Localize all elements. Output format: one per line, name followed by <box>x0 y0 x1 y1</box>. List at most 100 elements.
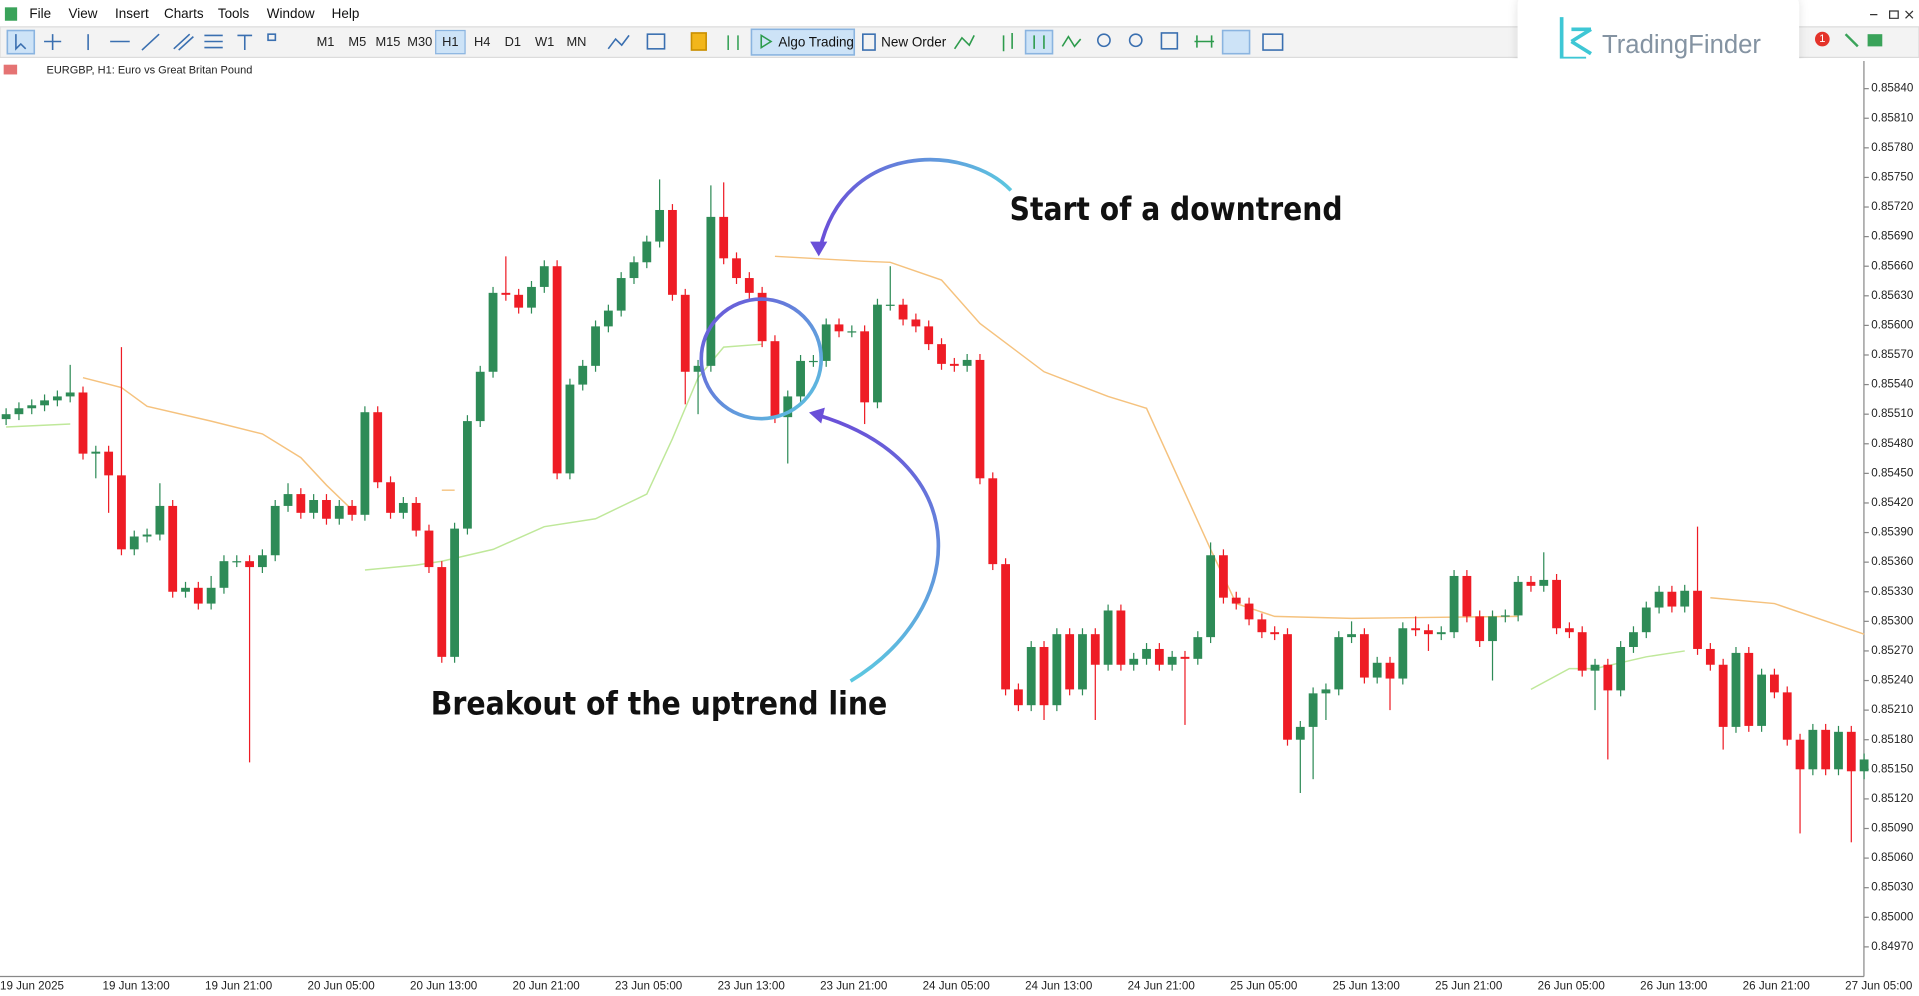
candle-body <box>1308 693 1318 727</box>
y-tick-label: 0.85030 <box>1871 881 1913 894</box>
candle-body <box>1283 634 1292 740</box>
new-order-icon[interactable] <box>862 33 876 51</box>
algo-trading-label: Algo Trading <box>778 34 854 49</box>
candle-body <box>463 421 472 529</box>
notification-badge[interactable] <box>1814 31 1830 47</box>
candle-body <box>52 396 62 401</box>
timeframe-button[interactable]: M30 <box>407 34 432 49</box>
crosshair-tool[interactable] <box>44 34 62 51</box>
candle-body <box>949 363 959 366</box>
y-tick-label: 0.85240 <box>1871 674 1913 687</box>
screenshot[interactable] <box>1262 33 1284 51</box>
candle-body <box>1526 581 1536 586</box>
candle-body <box>552 266 562 474</box>
candle-body <box>501 292 511 295</box>
signals[interactable] <box>727 35 739 51</box>
candle-body <box>603 310 613 327</box>
market[interactable] <box>690 32 707 51</box>
candle-body <box>642 241 652 263</box>
menu-item[interactable]: Tools <box>218 6 250 21</box>
y-tick-label: 0.85360 <box>1871 555 1913 568</box>
candle-body <box>1295 726 1305 740</box>
candle-body <box>898 304 908 320</box>
plot: 0.84970 0.85000 0.85030 0.85060 0.85090 0.851… <box>0 61 1913 992</box>
zoom-out[interactable] <box>1128 33 1143 48</box>
timeframe-button[interactable]: H4 <box>474 34 490 49</box>
candle-body <box>1334 637 1344 690</box>
autoscroll[interactable] <box>1194 35 1215 48</box>
y-tick-label: 0.85840 <box>1871 82 1913 95</box>
chart-icon <box>3 64 18 75</box>
menu-item[interactable]: File <box>29 6 51 21</box>
timeframe-button[interactable]: M1 <box>317 34 335 49</box>
shapes-tool[interactable] <box>267 33 277 42</box>
y-tick-label: 0.85630 <box>1871 289 1913 302</box>
y-tick-label: 0.85270 <box>1871 644 1913 657</box>
chart-shift[interactable] <box>1221 29 1251 55</box>
channel-tool[interactable] <box>173 33 194 51</box>
candle-body <box>91 451 101 454</box>
y-tick-label: 0.85150 <box>1871 762 1913 775</box>
fibo-tool[interactable] <box>204 34 223 49</box>
candle-body <box>1001 564 1010 690</box>
templates[interactable] <box>646 33 666 50</box>
timeframe-button[interactable]: H1 <box>442 34 458 49</box>
x-tick-label: 24 Jun 13:00 <box>1025 979 1092 992</box>
candle-body <box>488 292 498 372</box>
y-tick-label: 0.85090 <box>1871 822 1913 835</box>
candle-body <box>1193 637 1203 659</box>
timeframe-button[interactable]: W1 <box>535 34 554 49</box>
candle-body <box>885 304 895 306</box>
timeframe-button[interactable]: M5 <box>348 34 366 49</box>
new-order-label: New Order <box>881 34 947 49</box>
timeframe-button[interactable]: MN <box>566 34 586 49</box>
menu-item[interactable]: Help <box>332 6 360 21</box>
timeframe-active <box>435 29 466 55</box>
candle-body <box>796 360 805 397</box>
menu-item[interactable]: Insert <box>115 6 149 21</box>
window-controls[interactable] <box>1870 10 1914 19</box>
chart-type[interactable] <box>607 34 630 50</box>
x-tick-label: 23 Jun 05:00 <box>615 979 682 992</box>
candle-body <box>1398 628 1408 679</box>
candle-body <box>1821 729 1831 770</box>
line-chart[interactable] <box>1061 35 1082 48</box>
trendline-tool[interactable] <box>141 33 160 51</box>
grid-toggle[interactable] <box>1160 32 1179 50</box>
x-tick-label: 23 Jun 13:00 <box>718 979 785 992</box>
candle-chart[interactable] <box>1024 29 1054 55</box>
candle-body <box>193 587 203 604</box>
candle-body <box>860 331 870 403</box>
cursor-tool[interactable] <box>6 29 36 55</box>
candle-body <box>1359 634 1369 678</box>
candle-body <box>1795 739 1805 770</box>
badge-count: 1 <box>1819 33 1825 45</box>
x-tick-label: 25 Jun 21:00 <box>1435 979 1502 992</box>
timeframe-button[interactable]: M15 <box>375 34 400 49</box>
y-tick-label: 0.85690 <box>1871 230 1913 243</box>
candle-body <box>65 392 75 397</box>
candle-body <box>1039 646 1049 706</box>
menu-item[interactable]: View <box>69 6 98 21</box>
bar-chart[interactable] <box>1002 32 1013 52</box>
x-tick-label: 24 Jun 21:00 <box>1128 979 1195 992</box>
menu-item[interactable]: Window <box>267 6 315 21</box>
candle-body <box>680 294 690 372</box>
candle-body <box>1641 607 1651 633</box>
candle-body <box>719 216 729 259</box>
candle-body <box>1090 634 1100 665</box>
x-tick-label: 23 Jun 21:00 <box>820 979 887 992</box>
play-icon <box>760 33 773 50</box>
timeframe-button[interactable]: D1 <box>505 34 521 49</box>
candle-body <box>360 412 370 515</box>
candle-body <box>283 494 293 506</box>
text-tool[interactable] <box>237 34 253 51</box>
indicators[interactable] <box>953 35 975 50</box>
candle-body <box>1257 619 1267 633</box>
menu-item[interactable]: Charts <box>164 6 204 21</box>
candle-body <box>1129 658 1139 665</box>
zoom-in[interactable] <box>1096 33 1111 48</box>
candle-body <box>1654 591 1664 608</box>
y-tick-label: 0.85480 <box>1871 437 1913 450</box>
